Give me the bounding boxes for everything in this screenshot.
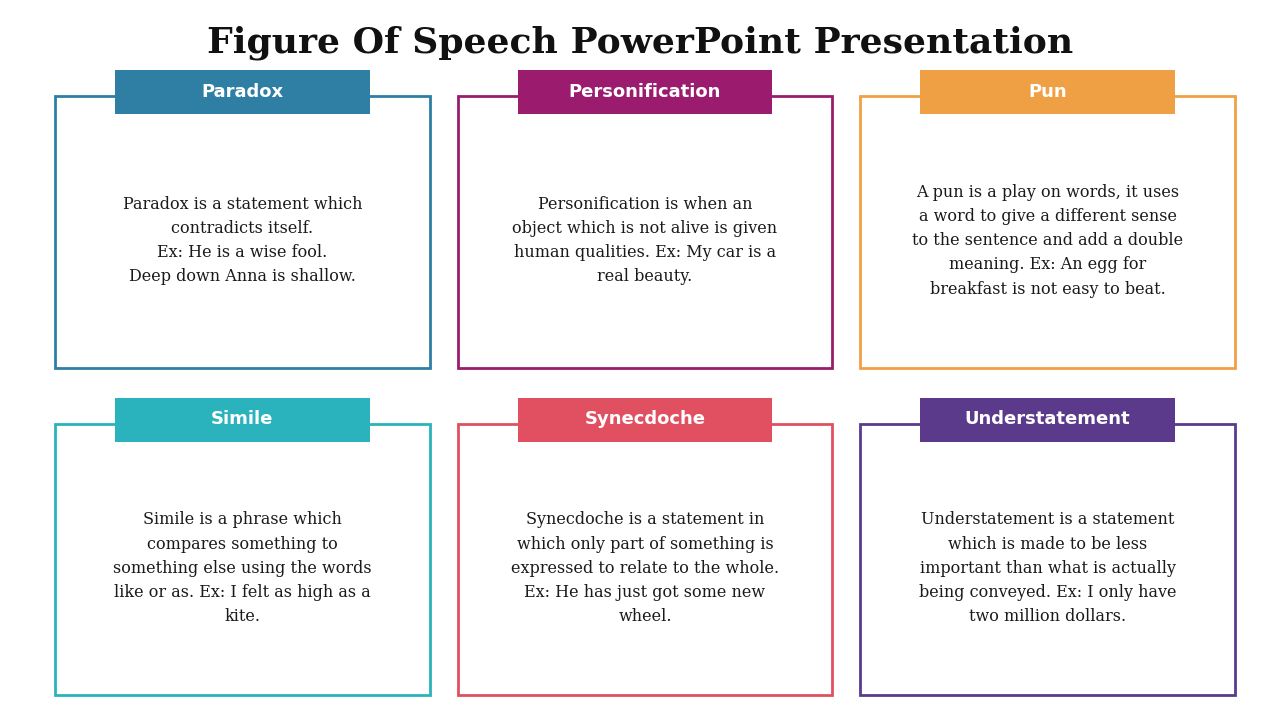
FancyBboxPatch shape [55,96,430,367]
Text: Understatement: Understatement [965,410,1130,428]
Text: Personification is when an
object which is not alive is given
human qualities. E: Personification is when an object which … [512,196,777,285]
FancyBboxPatch shape [55,423,430,695]
FancyBboxPatch shape [115,397,370,441]
Text: Personification: Personification [568,83,721,101]
Text: Paradox: Paradox [201,83,283,101]
Text: Figure Of Speech PowerPoint Presentation: Figure Of Speech PowerPoint Presentation [207,25,1073,60]
Text: Paradox is a statement which
contradicts itself.
Ex: He is a wise fool.
Deep dow: Paradox is a statement which contradicts… [123,196,362,285]
FancyBboxPatch shape [517,70,772,114]
Text: Simile is a phrase which
compares something to
something else using the words
li: Simile is a phrase which compares someth… [113,511,371,625]
FancyBboxPatch shape [920,70,1175,114]
FancyBboxPatch shape [860,96,1235,367]
FancyBboxPatch shape [920,397,1175,441]
Text: Synecdoche is a statement in
which only part of something is
expressed to relate: Synecdoche is a statement in which only … [511,511,780,625]
Text: Synecdoche: Synecdoche [585,410,705,428]
FancyBboxPatch shape [458,423,832,695]
FancyBboxPatch shape [517,397,772,441]
FancyBboxPatch shape [115,70,370,114]
Text: A pun is a play on words, it uses
a word to give a different sense
to the senten: A pun is a play on words, it uses a word… [913,184,1183,297]
Text: Pun: Pun [1028,83,1068,101]
FancyBboxPatch shape [458,96,832,367]
Text: Understatement is a statement
which is made to be less
important than what is ac: Understatement is a statement which is m… [919,511,1176,625]
Text: Simile: Simile [211,410,274,428]
FancyBboxPatch shape [860,423,1235,695]
